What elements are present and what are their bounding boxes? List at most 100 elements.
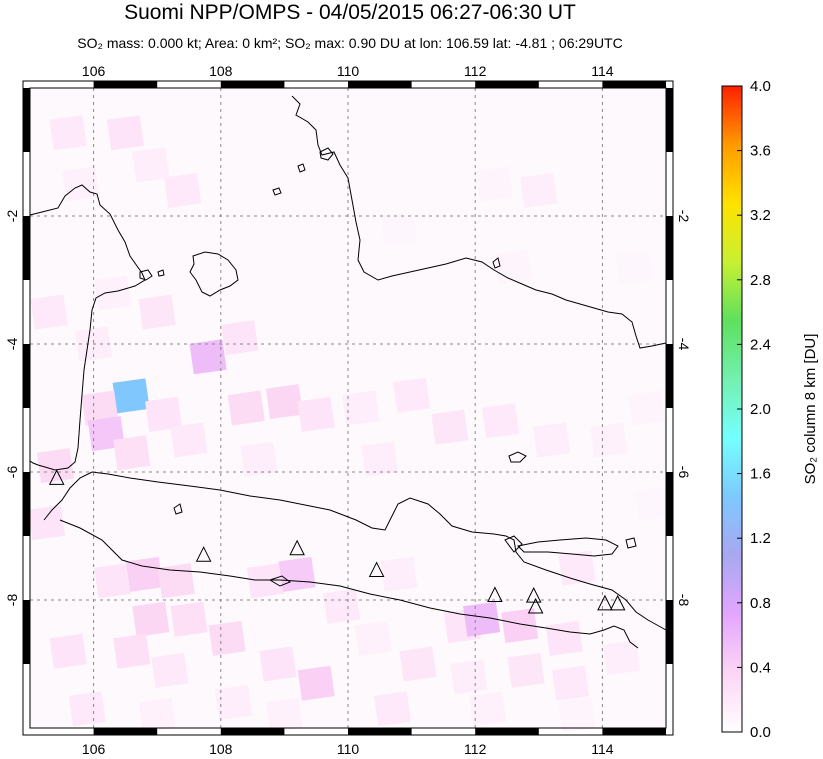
lat-tick-label-right: -6 xyxy=(676,466,692,479)
island-small xyxy=(504,535,523,553)
so2-cell xyxy=(482,403,520,439)
so2-cell xyxy=(265,384,303,420)
so2-cell xyxy=(113,435,151,471)
so2-cell xyxy=(475,166,513,202)
so2-cell xyxy=(215,684,253,720)
colorbar-tick-label: 2.8 xyxy=(750,272,771,289)
so2-cell xyxy=(138,697,176,733)
frame-segment xyxy=(23,88,30,152)
volcano-marker xyxy=(609,594,626,611)
frame-segment xyxy=(348,728,412,735)
so2-cell xyxy=(590,422,628,458)
frame-segment xyxy=(602,81,666,88)
so2-cell xyxy=(132,147,170,183)
so2-cell xyxy=(450,659,488,695)
map-axes: 106 106 108 108 110 110 112 112 114 114 -2 -2 -4 -4 -6… xyxy=(4,63,692,757)
frame-segment xyxy=(666,472,673,536)
frame-segment xyxy=(23,600,30,664)
frame-segment xyxy=(220,728,285,735)
bangka-island xyxy=(189,251,239,297)
lon-tick-label-top: 112 xyxy=(464,63,487,79)
volcano-marker xyxy=(487,586,503,603)
island-small xyxy=(297,163,306,173)
java-coastline xyxy=(43,471,667,631)
so2-cell xyxy=(227,390,265,426)
so2-cell xyxy=(145,396,183,432)
so2-cell xyxy=(297,665,335,701)
so2-cell xyxy=(132,601,170,637)
lon-tick-label-top: 110 xyxy=(337,63,360,79)
colorbar-tick-label: 1.2 xyxy=(750,530,771,547)
frame-segment xyxy=(348,81,412,88)
frame-outer xyxy=(22,80,674,736)
so2-cell xyxy=(68,691,106,727)
colorbar-tick-label: 3.6 xyxy=(750,143,771,160)
lat-tick-label-right: -4 xyxy=(676,338,692,351)
island-small xyxy=(508,451,527,463)
page-title: Suomi NPP/OMPS - 04/05/2015 06:27-06:30 … xyxy=(124,1,576,24)
so2-cell xyxy=(112,378,150,414)
island-small xyxy=(272,187,282,196)
lat-tick-label-left: -2 xyxy=(4,210,20,223)
lat-tick-label-left: -4 xyxy=(4,338,20,351)
lon-tick-label-bottom: 108 xyxy=(209,741,233,757)
volcano-marker xyxy=(597,594,613,611)
frame-segment xyxy=(666,216,673,280)
frame-segment xyxy=(23,216,30,280)
so2-cell xyxy=(533,422,571,458)
island-small xyxy=(157,269,165,277)
colorbar-label: SO₂ column 8 km [DU] xyxy=(802,334,819,485)
so2-cell xyxy=(49,115,87,151)
frame-segment xyxy=(93,728,158,735)
lon-tick-label-bottom: 106 xyxy=(82,741,106,757)
so2-cell xyxy=(49,633,87,669)
so2-cell xyxy=(113,633,151,669)
so2-cell xyxy=(221,320,259,356)
colorbar-tick-label: 0.4 xyxy=(750,659,771,676)
frame-segment xyxy=(220,81,285,88)
so2-cell xyxy=(628,390,666,426)
colorbar-tick-label: 2.0 xyxy=(750,401,771,418)
lon-tick-label-top: 108 xyxy=(209,63,233,79)
so2-cell xyxy=(602,640,640,676)
so2-cell xyxy=(552,665,590,701)
so2-cell xyxy=(62,166,100,202)
so2-cell xyxy=(501,608,539,644)
so2-cell xyxy=(164,172,202,208)
colorbar-tick-label: 0.8 xyxy=(750,595,771,612)
so2-cell xyxy=(138,294,176,330)
so2-cell xyxy=(354,620,392,656)
island-small xyxy=(268,575,292,587)
so2-cell xyxy=(170,422,208,458)
frame-segment xyxy=(602,728,666,735)
colorbar-tick-label: 4.0 xyxy=(750,78,771,95)
so2-cell xyxy=(157,563,195,599)
so2-cell xyxy=(520,172,558,208)
so2-cell xyxy=(399,646,437,682)
so2-cell xyxy=(634,486,672,522)
so2-cell xyxy=(374,691,412,727)
lon-tick-label-top: 114 xyxy=(591,63,614,79)
frame-segment xyxy=(23,344,30,408)
island-small xyxy=(625,537,637,549)
lon-tick-label-top: 106 xyxy=(82,63,106,79)
java-south-coastline xyxy=(59,519,639,649)
so2-cell xyxy=(380,556,418,592)
frame-segment xyxy=(666,344,673,408)
so2-cell xyxy=(36,448,74,484)
frame-segment xyxy=(666,600,673,664)
lat-tick-label-right: -8 xyxy=(676,594,692,607)
so2-cell xyxy=(189,339,227,375)
sumatra-coastline xyxy=(29,184,146,471)
coastline-layer xyxy=(29,95,667,649)
so2-cell xyxy=(240,441,278,477)
so2-cell xyxy=(323,588,361,624)
so2-cell xyxy=(151,652,189,688)
lon-tick-label-bottom: 112 xyxy=(464,741,487,757)
map-frame xyxy=(22,80,674,736)
so2-cell xyxy=(507,652,545,688)
so2-cell xyxy=(94,275,132,311)
colorbar-tick-label: 0.0 xyxy=(750,724,771,741)
so2-cell xyxy=(615,249,653,285)
